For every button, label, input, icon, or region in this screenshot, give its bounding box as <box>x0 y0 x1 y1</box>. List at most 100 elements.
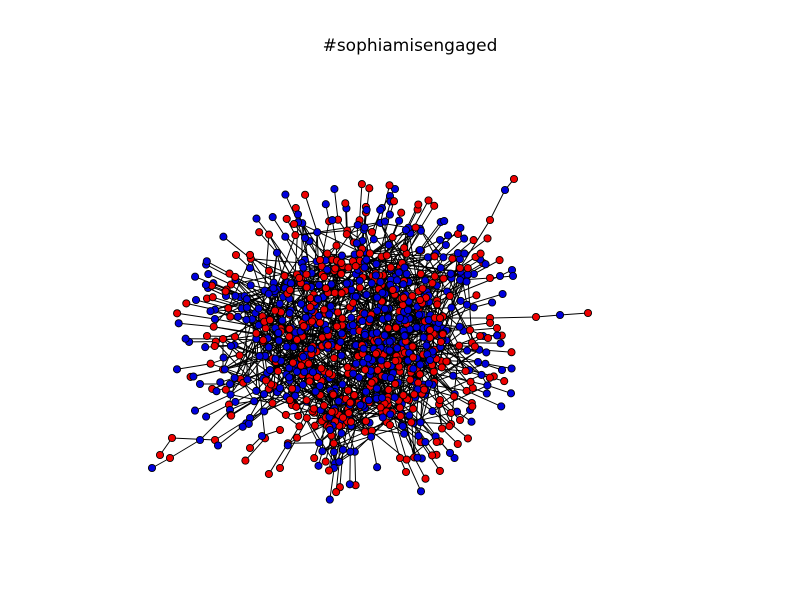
graph-node-blue <box>226 341 235 350</box>
graph-node-blue <box>377 356 386 365</box>
graph-edge <box>208 273 232 285</box>
graph-node-red <box>465 325 475 335</box>
graph-node-red <box>476 331 485 341</box>
graph-node-red <box>428 279 437 288</box>
graph-node-red <box>416 269 425 278</box>
graph-node-red <box>402 455 411 464</box>
graph-node-blue <box>225 379 235 389</box>
graph-node-blue <box>355 276 364 285</box>
graph-node-blue <box>260 407 269 416</box>
graph-node-red <box>455 263 465 273</box>
graph-node-red <box>285 285 295 295</box>
graph-edge <box>214 309 256 314</box>
graph-node-blue <box>291 391 300 400</box>
graph-node-blue <box>360 330 370 339</box>
graph-node-blue <box>440 216 449 226</box>
graph-node-blue <box>378 413 387 422</box>
graph-node-blue <box>255 352 264 361</box>
graph-node-red <box>324 341 333 350</box>
graph-node-blue <box>374 337 383 346</box>
graph-node-red <box>338 314 347 323</box>
graph-node-red <box>338 413 348 422</box>
graph-node-red <box>331 264 340 273</box>
graph-node-blue <box>308 368 317 377</box>
graph-node-red <box>344 263 353 272</box>
graph-node-blue <box>462 277 471 286</box>
graph-node-red <box>453 439 462 449</box>
graph-node-blue <box>212 387 221 396</box>
graph-node-red <box>420 385 429 394</box>
graph-node-red <box>428 451 437 460</box>
graph-node-red <box>281 410 290 419</box>
graph-node-blue <box>356 400 365 410</box>
graph-edge <box>418 221 442 251</box>
graph-node-red <box>407 418 416 427</box>
graph-node-red <box>343 363 352 372</box>
graph-node-blue <box>453 249 462 258</box>
graph-edge <box>471 342 501 344</box>
graph-node-red <box>282 214 291 223</box>
graph-edge <box>171 437 216 441</box>
graph-node-blue <box>281 232 290 241</box>
graph-node-blue <box>419 333 428 342</box>
graph-node-red <box>155 450 165 460</box>
graph-node-blue <box>372 328 381 337</box>
graph-node-red <box>492 324 502 333</box>
graph-edge <box>489 316 537 319</box>
graph-node-red <box>351 262 360 271</box>
graph-node-blue <box>507 364 516 373</box>
graph-edge <box>317 221 386 233</box>
graph-node-red <box>455 341 464 350</box>
graph-node-red <box>332 488 341 497</box>
graph-node-red <box>367 227 377 237</box>
graph-node-red <box>376 403 385 412</box>
graph-node-blue <box>337 429 346 438</box>
graph-node-red <box>259 336 268 345</box>
graph-node-blue <box>252 214 261 223</box>
graph-node-red <box>395 453 405 463</box>
graph-node-red <box>365 249 374 258</box>
graph-node-red <box>337 269 346 278</box>
graph-node-blue <box>390 184 400 194</box>
graph-node-red <box>408 342 417 351</box>
graph-node-red <box>448 254 457 263</box>
graph-node-red <box>425 325 435 335</box>
graph-node-blue <box>348 321 357 330</box>
graph-node-blue <box>400 429 409 438</box>
graph-edge <box>349 451 351 485</box>
graph-node-blue <box>456 296 465 305</box>
graph-node-blue <box>301 313 310 322</box>
graph-node-red <box>302 413 311 423</box>
graph-node-red <box>344 408 353 418</box>
graph-node-blue <box>386 410 395 419</box>
graph-edge <box>466 390 502 407</box>
graph-node-blue <box>315 280 324 290</box>
graph-node-blue <box>460 249 469 258</box>
graph-edge <box>379 185 390 224</box>
graph-node-red <box>384 385 393 394</box>
graph-node-red <box>388 285 397 294</box>
graph-node-blue <box>380 331 389 340</box>
graph-node-blue <box>415 310 424 319</box>
graph-node-blue <box>300 233 310 243</box>
graph-node-red <box>435 313 445 323</box>
graph-node-blue <box>405 411 414 420</box>
graph-node-red <box>373 366 382 375</box>
graph-node-red <box>226 312 235 321</box>
graph-node-blue <box>449 371 458 380</box>
graph-node-blue <box>338 380 347 389</box>
graph-node-blue <box>469 303 478 312</box>
graph-edge <box>406 459 422 492</box>
graph-node-blue <box>360 309 369 318</box>
graph-node-blue <box>353 220 362 230</box>
graph-node-red <box>325 369 334 378</box>
graph-node-blue <box>371 271 380 280</box>
graph-node-blue <box>403 306 413 315</box>
graph-node-blue <box>195 379 205 389</box>
graph-node-blue <box>298 380 307 389</box>
graph-node-blue <box>455 275 465 285</box>
graph-node-blue <box>361 387 371 396</box>
graph-edge <box>427 235 449 258</box>
graph-node-red <box>414 200 423 209</box>
